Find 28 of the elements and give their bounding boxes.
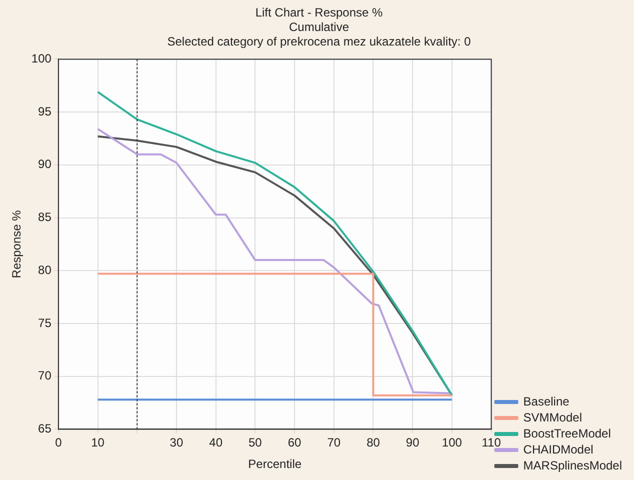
x-tick-label: 110 <box>482 436 502 450</box>
x-tick-label: 50 <box>248 436 262 450</box>
x-tick-label: 60 <box>288 436 302 450</box>
x-tick-label: 30 <box>170 436 184 450</box>
y-tick-label: 95 <box>38 104 52 118</box>
y-tick-label: 85 <box>38 210 52 224</box>
x-tick-label: 40 <box>209 436 223 450</box>
y-tick-label: 65 <box>38 422 52 436</box>
y-tick-label: 90 <box>38 157 52 172</box>
y-axis-title: Response % <box>10 210 24 278</box>
x-tick-label: 70 <box>327 436 341 450</box>
y-tick-label: 100 <box>31 52 52 66</box>
x-tick-label: 0 <box>55 436 62 450</box>
x-tick-label: 80 <box>366 436 380 450</box>
chart-title: Lift Chart - Response % <box>255 6 384 20</box>
x-tick-label: 100 <box>442 436 462 450</box>
y-tick-label: 75 <box>38 316 52 330</box>
x-tick-label: 90 <box>406 436 420 450</box>
legend-label: BoostTreeModel <box>523 426 611 440</box>
legend-label: CHAIDModel <box>523 442 594 456</box>
legend-label: Baseline <box>523 394 570 408</box>
y-tick-label: 80 <box>38 262 52 277</box>
legend-label: SVMModel <box>523 410 582 424</box>
x-tick-label: 10 <box>91 436 105 450</box>
chart-subtitle: Cumulative Selected category of prekrocena mez ukazatele kvality: 0 <box>167 20 472 48</box>
legend-label: MARSplinesModel <box>523 458 622 472</box>
x-axis-title: Percentile <box>248 457 302 472</box>
y-tick-label: 70 <box>38 368 52 383</box>
